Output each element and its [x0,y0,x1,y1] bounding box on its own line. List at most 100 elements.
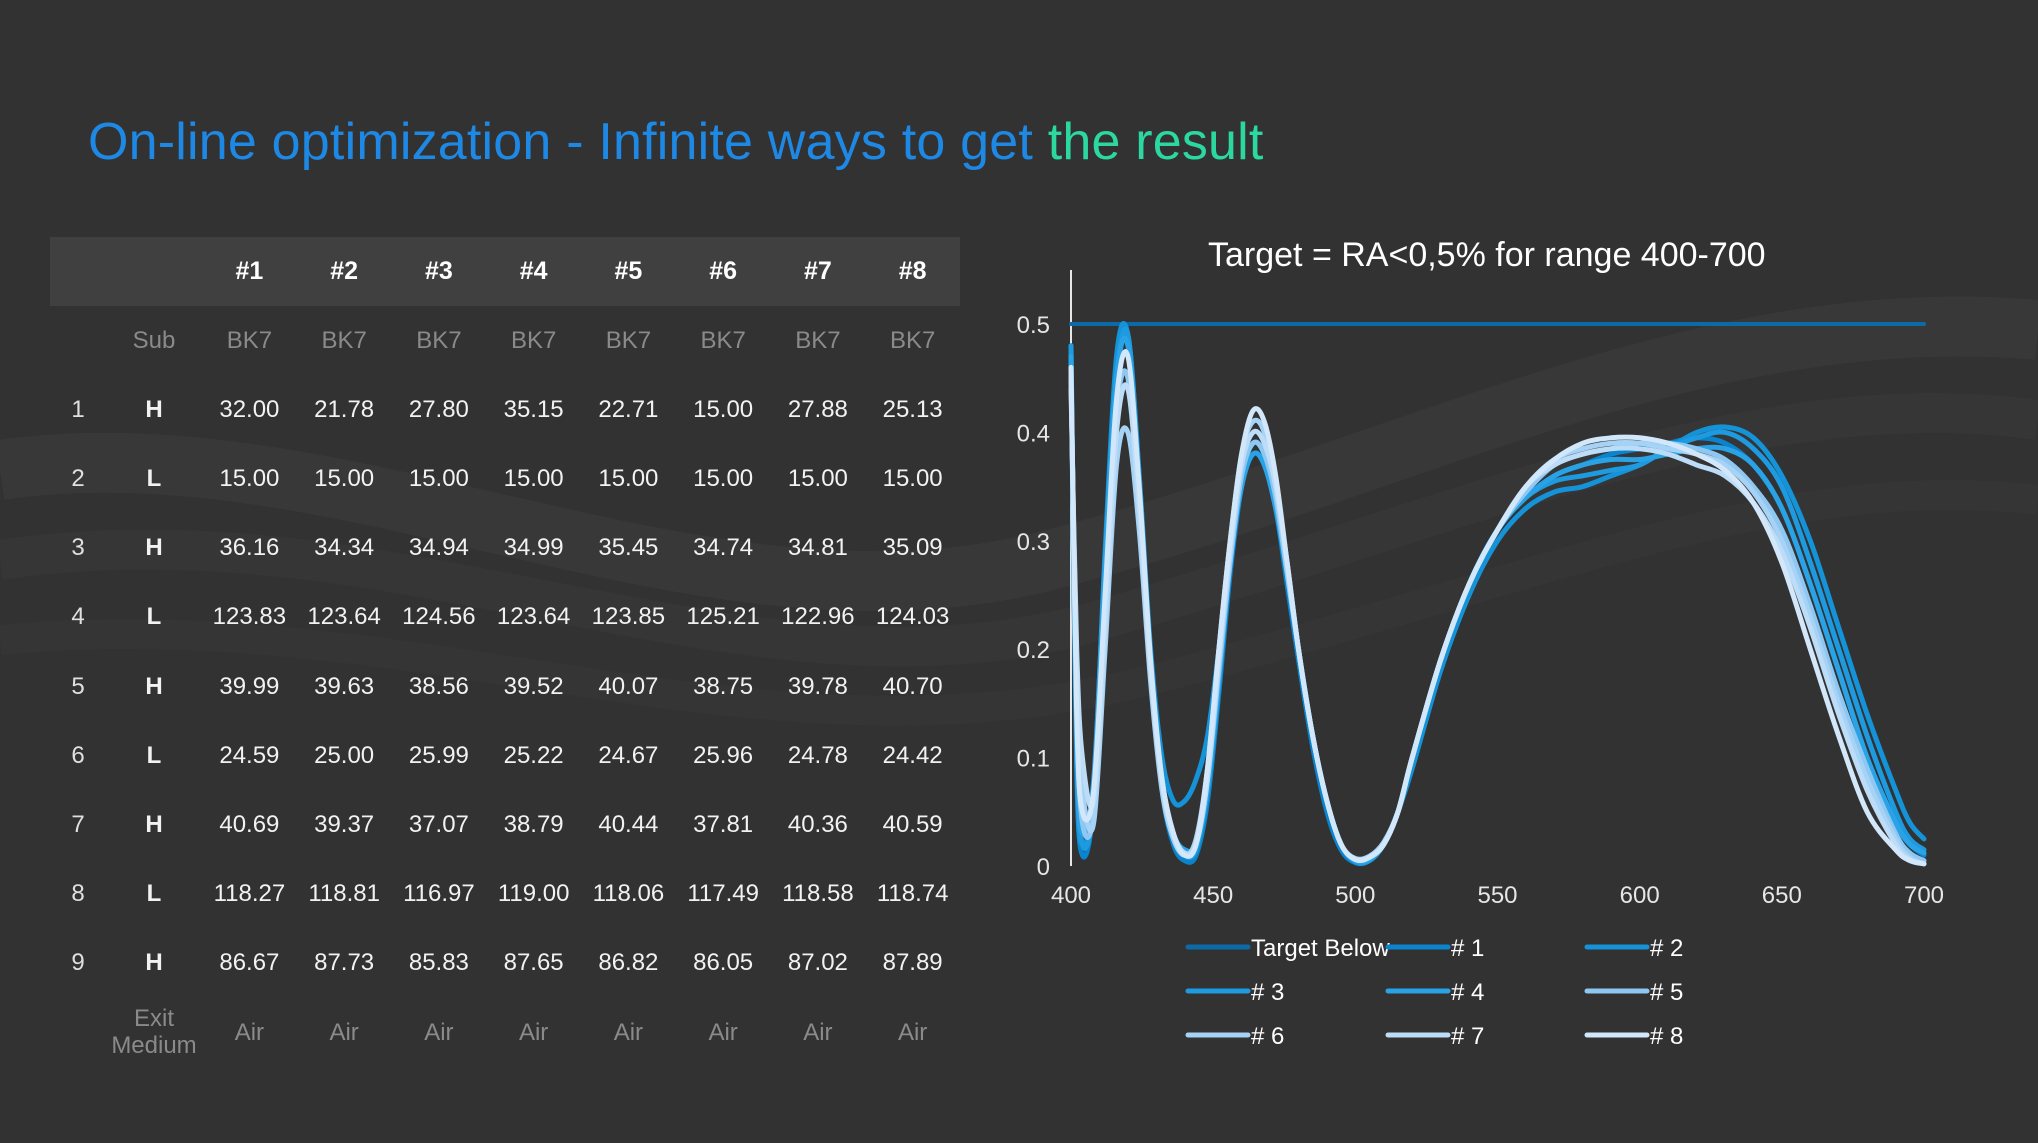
layer-material: H [145,395,163,423]
legend-label: # 6 [1251,1023,1284,1050]
table-cell: BK7 [416,326,462,354]
legend-label: # 7 [1451,1023,1484,1050]
series-line [1068,382,1927,867]
table-cell: 40.36 [787,810,848,838]
table-cell: 25.22 [503,741,564,769]
table-cell: 34.94 [408,534,469,562]
table-cell: 37.07 [408,810,469,838]
table-cell: 87.89 [882,949,943,977]
x-tick-label: 600 [1620,882,1660,909]
table-cell: 15.00 [598,464,659,492]
layer-material: H [145,534,163,562]
header-cell: #3 [391,237,487,306]
exit-medium-row: Exit Medium Air Air Air Air Air Air Air Air [50,998,960,1067]
table-cell: 25.00 [314,741,375,769]
table-cell: 15.00 [787,464,848,492]
x-tick-label: 450 [1193,882,1233,909]
table-cell: 25.13 [882,395,943,423]
row-number: 1 [71,395,85,423]
table-cell: 25.96 [693,741,754,769]
header-cell: #7 [770,237,866,306]
table-cell: BK7 [605,326,652,354]
table-cell: Air [613,1018,644,1046]
table-cell: Air [897,1018,928,1046]
table-row: 1 H 32.00 21.78 27.80 35.15 22.71 15.00 27.88 25.… [50,375,960,444]
table-row: 3 H 36.16 34.34 34.94 34.99 35.45 34.74 34.81 35.… [50,514,960,583]
table-cell: 27.88 [787,395,848,423]
table-cell: 118.06 [592,880,665,908]
table-cell: 37.81 [693,810,754,838]
table-cell: 39.52 [503,672,564,700]
layer-material: L [146,603,162,631]
layer-material: L [146,464,162,492]
legend-label: # 8 [1650,1023,1683,1050]
header-cell: #6 [675,237,771,306]
table-cell: Air [803,1018,833,1046]
table-cell: Air [424,1018,454,1046]
table-cell: 15.00 [219,464,280,492]
table-cell: 36.16 [219,534,280,562]
series-line [1068,364,1927,864]
legend-label: # 1 [1451,935,1484,962]
table-cell: 34.81 [787,534,848,562]
table-cell: 87.65 [503,949,564,977]
table-cell: 116.97 [403,880,475,908]
table-cell: BK7 [226,326,273,354]
x-tick-label: 500 [1335,882,1375,909]
table-row: 2 L 15.00 15.00 15.00 15.00 15.00 15.00 15.00 15.… [50,444,960,513]
row-number: 2 [71,464,85,492]
table-cell: 40.69 [219,810,280,838]
table-cell: 15.00 [693,395,754,423]
table-cell: 21.78 [314,395,375,423]
table-cell: 24.67 [598,741,659,769]
table-cell: 24.59 [219,741,280,769]
table-row: 7 H 40.69 39.37 37.07 38.79 40.44 37.81 40.36 40.… [50,790,960,859]
table-cell: Air [708,1018,738,1046]
table-cell: 15.00 [503,464,564,492]
legend-label: # 4 [1451,979,1484,1006]
table-cell: 34.99 [503,534,564,562]
row-number: 9 [71,949,85,977]
table-cell: 15.00 [882,464,943,492]
header-cell [50,237,106,306]
row-number: 7 [71,810,85,838]
table-row: 5 H 39.99 39.63 38.56 39.52 40.07 38.75 39.78 40.… [50,652,960,721]
series-line [1068,323,1927,867]
y-tick-label: 0.2 [1017,637,1050,664]
table-cell: 123.83 [212,603,287,631]
table-cell: 122.96 [781,603,855,631]
table-cell: 85.83 [408,949,469,977]
table-body: Sub BK7 BK7 BK7 BK7 BK7 BK7 BK7 BK7 1 H 32… [50,306,960,1067]
header-cell [106,237,202,306]
table-cell: 38.75 [693,672,754,700]
table-cell: 117.49 [687,880,759,908]
table-cell: Air [234,1018,265,1046]
header-cell: #5 [581,237,676,306]
row-label-line: Medium [111,1032,197,1060]
table-cell: 123.64 [307,603,381,631]
table-cell: 38.56 [408,672,469,700]
table-cell: 86.82 [598,949,659,977]
legend-label: # 5 [1650,979,1683,1006]
table-cell: 35.09 [882,534,943,562]
table-cell: 22.71 [598,395,659,423]
table-cell: BK7 [700,326,746,354]
table-cell: 40.44 [598,810,659,838]
table-cell: BK7 [795,326,841,354]
header-cell: #4 [486,237,581,306]
table-cell: 40.70 [882,672,943,700]
legend-label: # 3 [1251,979,1284,1006]
row-label: Sub [132,326,176,354]
table-cell: 39.63 [314,672,375,700]
table-cell: 86.67 [219,949,280,977]
y-tick-label: 0 [1037,854,1050,881]
table-cell: BK7 [321,326,367,354]
table-row: 9 H 86.67 87.73 85.83 87.65 86.82 86.05 87.02 87.… [50,929,960,998]
layer-thickness-table: #1 #2 #3 #4 #5 #6 #7 #8 Sub BK7 BK7 BK7 … [50,237,960,1067]
layer-material: H [145,672,163,700]
row-number: 8 [71,880,85,908]
table-cell: 34.34 [314,534,375,562]
y-tick-label: 0.3 [1017,529,1050,556]
row-number: 5 [71,672,85,700]
